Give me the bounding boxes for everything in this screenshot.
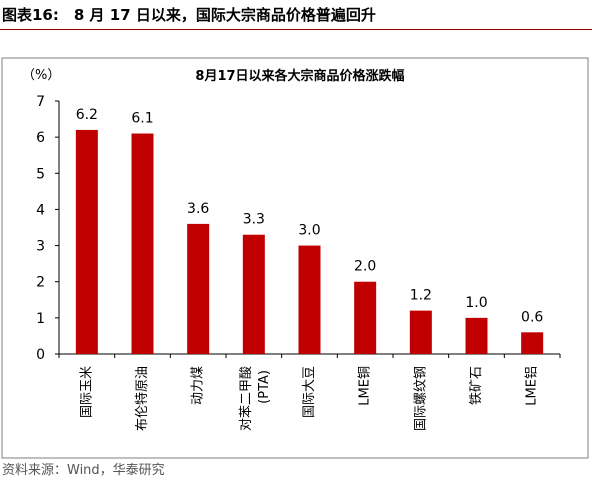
value-label: 2.0 bbox=[354, 259, 376, 275]
y-axis-unit-label: （%） bbox=[22, 68, 60, 83]
x-tick-label: 对苯二甲酸 (PTA) bbox=[238, 366, 271, 431]
value-labels: 6.2 6.1 3.6 3.3 3.0 2.0 1.2 1.0 0.6 bbox=[76, 107, 544, 325]
value-label: 6.2 bbox=[76, 107, 98, 123]
title-divider bbox=[0, 29, 592, 30]
bar bbox=[521, 332, 544, 354]
y-tick-label: 7 bbox=[36, 94, 45, 110]
bar bbox=[75, 129, 98, 354]
source-note: 资料来源：Wind，华泰研究 bbox=[2, 463, 165, 478]
x-axis bbox=[58, 353, 561, 358]
y-tick-label: 4 bbox=[36, 202, 45, 218]
value-label: 6.1 bbox=[131, 111, 153, 127]
y-tick-label: 0 bbox=[36, 347, 45, 363]
value-label: 3.6 bbox=[187, 201, 209, 217]
x-tick-label: 国际大豆 bbox=[302, 366, 317, 418]
bar bbox=[465, 317, 488, 354]
y-tick-label: 1 bbox=[36, 311, 45, 327]
y-axis: 0 1 2 3 4 5 6 7 bbox=[36, 94, 60, 363]
x-tick-label: 铁矿石 bbox=[469, 366, 484, 405]
x-tick-labels: 国际玉米 布伦特原油 动力煤 对苯二甲酸 (PTA) 国际大豆 LME铜 国际螺纹钢 铁矿石 LM… bbox=[79, 366, 539, 431]
value-label: 0.6 bbox=[521, 309, 543, 325]
figure-title: 图表16: 8 月 17 日以来，国际大宗商品价格普遍回升 bbox=[2, 6, 376, 24]
value-label: 3.3 bbox=[243, 212, 265, 228]
y-tick-label: 5 bbox=[36, 166, 45, 182]
y-tick-label: 6 bbox=[36, 130, 45, 146]
bars bbox=[75, 129, 544, 354]
bar bbox=[242, 234, 265, 354]
bar bbox=[131, 133, 154, 354]
x-tick-label-line: (PTA) bbox=[256, 370, 271, 404]
x-tick-label: 国际螺纹钢 bbox=[413, 366, 428, 431]
y-tick-label: 3 bbox=[36, 239, 45, 255]
chart-title: 8月17日以来各大宗商品价格涨跌幅 bbox=[195, 68, 404, 84]
x-tick-label-line: 对苯二甲酸 bbox=[238, 366, 253, 431]
x-tick-label: LME铜 bbox=[358, 366, 373, 406]
bar bbox=[298, 245, 321, 354]
x-tick-label: 动力煤 bbox=[191, 366, 206, 405]
value-label: 3.0 bbox=[298, 223, 320, 239]
chart-frame bbox=[1, 57, 589, 459]
bar bbox=[187, 223, 210, 354]
bar bbox=[409, 310, 432, 354]
x-tick-label: 国际玉米 bbox=[79, 366, 94, 418]
value-label: 1.0 bbox=[465, 295, 487, 311]
y-tick-label: 2 bbox=[36, 275, 45, 291]
x-tick-label: 布伦特原油 bbox=[135, 366, 150, 431]
value-label: 1.2 bbox=[410, 288, 432, 304]
x-tick-label: LME铝 bbox=[525, 366, 540, 406]
bar bbox=[354, 281, 377, 354]
